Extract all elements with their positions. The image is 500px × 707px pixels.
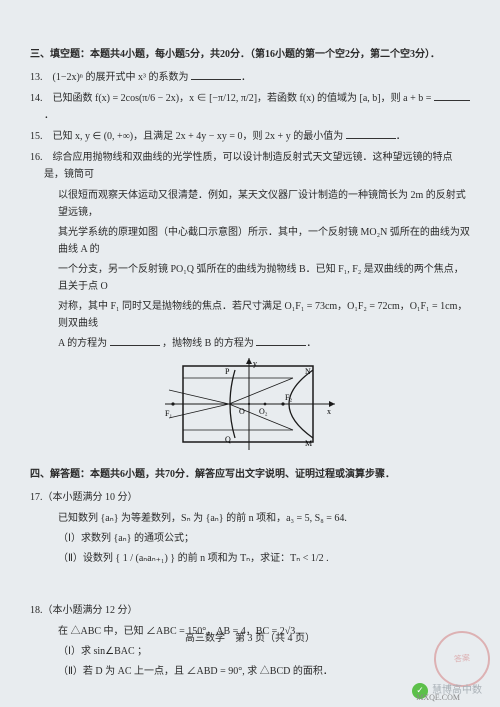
label-N: N [305, 367, 311, 376]
optics-diagram: y x P Q N M O O₂ F₁ F₂ [30, 358, 470, 456]
watermark-site: MXQE.COM [416, 691, 460, 705]
page-footer: 高三数学 第 3 页（共 4 页） [30, 630, 470, 647]
label-P: P [225, 367, 230, 376]
q16-l6a: A 的方程为 [58, 338, 107, 349]
q14-text: 14. 已知函数 f(x) = 2cos(π/6 − 2x)，x ∈ [−π/1… [30, 93, 434, 104]
label-x: x [327, 407, 331, 416]
label-O: O [239, 407, 245, 416]
q18-head: 18.（本小题满分 12 分） [44, 602, 470, 619]
q17-head: 17.（本小题满分 10 分） [44, 489, 470, 506]
q16-l4: 一个分支，另一个反射镜 PO₁Q 弧所在的曲线为抛物线 B．已知 F₁, F₂ … [58, 261, 470, 295]
q17-l1: 已知数列 {aₙ} 为等差数列，Sₙ 为 {aₙ} 的前 n 项和，a₃ = 5… [58, 510, 470, 527]
q16-blank1 [110, 335, 160, 346]
q17-l2: （Ⅰ）求数列 {aₙ} 的通项公式； [58, 530, 470, 547]
q14-blank [434, 90, 470, 101]
label-M: M [305, 439, 312, 448]
section4-title: 四、解答题：本题共6小题，共70分．解答应写出文字说明、证明过程或演算步骤． [30, 466, 470, 483]
label-F1: F₁ [165, 409, 172, 418]
q16-l6b: ，抛物线 B 的方程为 [162, 338, 254, 349]
q17-l3: （Ⅱ）设数列 { 1 / (aₙaₙ₊₁) } 的前 n 项和为 Tₙ，求证：T… [58, 550, 470, 567]
q13: 13. (1−2x)ⁿ 的展开式中 x³ 的系数为 ． [44, 69, 470, 86]
q15-blank [346, 128, 396, 139]
label-O2: O₂ [259, 407, 268, 416]
label-y: y [253, 359, 257, 368]
q16-blank2 [256, 335, 306, 346]
q16-l5: 对称，其中 F₁ 同时又是抛物线的焦点．若尺寸满足 O₁F₁ = 73cm，O₁… [58, 298, 470, 332]
q16-l2: 以很短而观察天体运动又很清楚．例如，某天文仪器厂设计制造的一种镜筒长为 2m 的… [58, 187, 470, 221]
label-F2: F₂ [285, 393, 292, 402]
q18-l3: （Ⅱ）若 D 为 AC 上一点，且 ∠ABD = 90°, 求 △BCD 的面积… [58, 663, 470, 680]
q16-l3: 其光学系统的原理如图（中心截口示意图）所示．其中，一个反射镜 MO₂N 弧所在的… [58, 224, 470, 258]
q15-text: 15. 已知 x, y ∈ (0, +∞)，且满足 2x + 4y − xy =… [30, 131, 343, 142]
q13-blank [191, 69, 241, 80]
q15: 15. 已知 x, y ∈ (0, +∞)，且满足 2x + 4y − xy =… [44, 128, 470, 145]
q16-l6: A 的方程为 ，抛物线 B 的方程为 ． [58, 335, 470, 352]
q13-text: 13. (1−2x)ⁿ 的展开式中 x³ 的系数为 [30, 72, 188, 83]
label-Q: Q [225, 435, 231, 444]
q16-l1: 16. 综合应用抛物线和双曲线的光学性质，可以设计制造反射式天文望远镜．这种望远… [44, 149, 470, 183]
q14: 14. 已知函数 f(x) = 2cos(π/6 − 2x)，x ∈ [−π/1… [44, 90, 470, 124]
section3-title: 三、填空题：本题共4小题，每小题5分，共20分．（第16小题的第一个空2分，第二… [30, 46, 470, 63]
